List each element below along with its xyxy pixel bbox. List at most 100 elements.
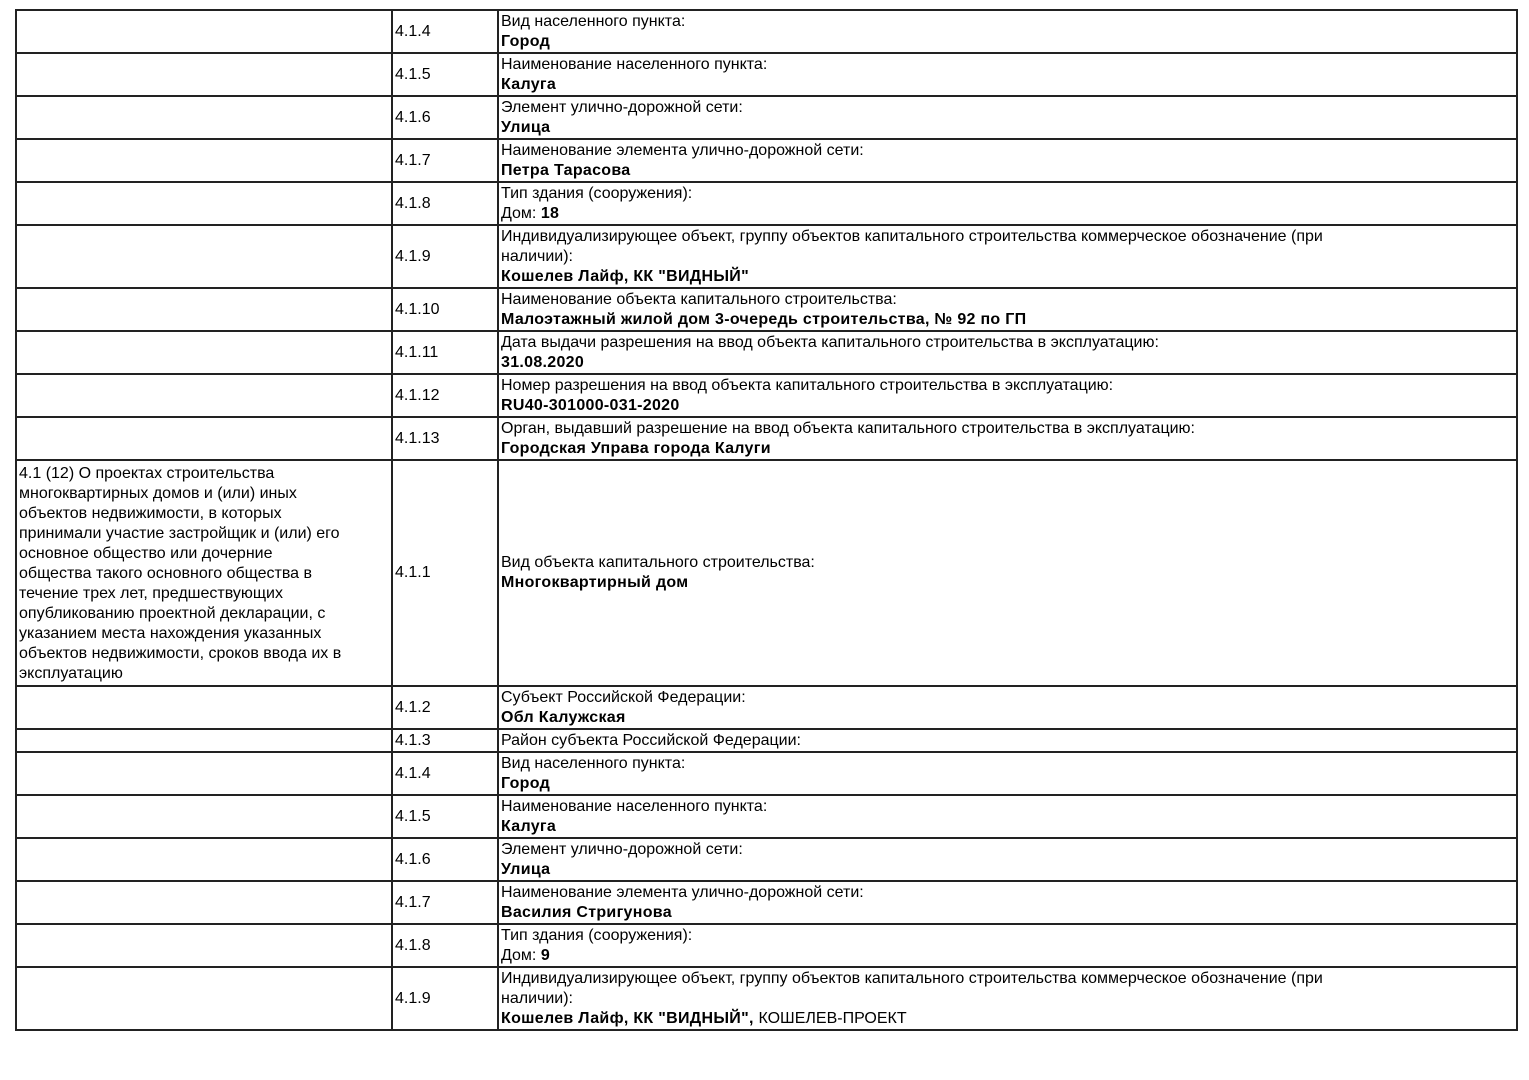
item-value-cell: Номер разрешения на ввод объекта капитал… <box>497 373 1518 418</box>
section-label-line: общества такого основного общества в <box>19 565 313 582</box>
field-label: Дом: <box>501 204 541 222</box>
field-label: наличии): <box>501 247 573 265</box>
field-value: Город <box>501 774 551 792</box>
field-value: Улица <box>501 860 551 878</box>
item-code: 4.1.13 <box>391 416 499 461</box>
value-line: Многоквартирный дом <box>501 573 1514 593</box>
field-label: Вид объекта капитального строительства: <box>501 554 815 571</box>
field-label: Элемент улично-дорожной сети: <box>501 98 743 116</box>
item-code: 4.1.7 <box>391 880 499 925</box>
value-line: Дом: 9 <box>501 946 1514 966</box>
item-value-cell: Вид объекта капитального строительства: М… <box>497 459 1518 687</box>
value-line: Улица <box>501 860 1514 880</box>
field-label: Наименование населенного пункта: <box>501 797 768 815</box>
table-row: 4.1.6 Элемент улично-дорожной сети: Улица <box>15 837 1518 882</box>
section-label-line: эксплуатацию <box>19 665 123 682</box>
field-label: Наименование элемента улично-дорожной се… <box>501 141 864 159</box>
field-value: Калуга <box>501 817 557 835</box>
item-code: 4.1.6 <box>391 837 499 882</box>
value-line: Василия Стригунова <box>501 903 1514 923</box>
section-label-cell <box>15 880 393 925</box>
section-label-cell <box>15 794 393 839</box>
field-value: Василия Стригунова <box>501 903 672 921</box>
item-code: 4.1.12 <box>391 373 499 418</box>
value-line: Улица <box>501 118 1514 138</box>
field-value: RU40-301000-031-2020 <box>501 396 680 414</box>
item-code: 4.1.6 <box>391 95 499 140</box>
value-line: Обл Калужская <box>501 708 1514 728</box>
section-label-line: опубликованию проектной декларации, с <box>19 605 326 622</box>
section-label-line: указанием места нахождения указанных <box>19 625 322 642</box>
section-label-line: многоквартирных домов и (или) иных <box>19 485 297 502</box>
table-row: 4.1.13 Орган, выдавший разрешение на ввод… <box>15 416 1518 461</box>
item-value-cell: Элемент улично-дорожной сети: Улица <box>497 837 1518 882</box>
section-label-cell <box>15 287 393 332</box>
field-value: Обл Калужская <box>501 708 626 726</box>
field-value: Калуга <box>501 75 557 93</box>
item-value-cell: Вид населенного пункта: Город <box>497 751 1518 796</box>
value-line: Наименование элемента улично-дорожной се… <box>501 883 1514 903</box>
item-value-cell: Субъект Российской Федерации: Обл Калужск… <box>497 685 1518 730</box>
table-row: 4.1.5 Наименование населенного пункта: Кал… <box>15 52 1518 97</box>
section-label-cell <box>15 181 393 226</box>
field-value: Улица <box>501 118 551 136</box>
section-label-cell <box>15 966 393 1031</box>
item-code: 4.1.3 <box>391 728 499 753</box>
table-row: 4.1.12 Номер разрешения на ввод объекта к… <box>15 373 1518 418</box>
value-line: Кошелев Лайф, КК "ВИДНЫЙ", КОШЕЛЕВ-ПРОЕК… <box>501 1009 1514 1029</box>
item-code: 4.1.5 <box>391 794 499 839</box>
value-line: Городская Управа города Калуги <box>501 439 1514 459</box>
section-label-line: основное общество или дочерние <box>19 545 273 562</box>
value-line: Наименование населенного пункта: <box>501 55 1514 75</box>
item-code: 4.1.8 <box>391 181 499 226</box>
section-label-line: 4.1 (12) О проектах строительства <box>19 465 275 482</box>
field-value: 9 <box>540 946 551 964</box>
value-line: Калуга <box>501 817 1514 837</box>
field-label: Индивидуализирующее объект, группу объек… <box>501 969 1323 987</box>
value-line: Элемент улично-дорожной сети: <box>501 98 1514 118</box>
item-code: 4.1.9 <box>391 224 499 289</box>
value-line: Вид населенного пункта: <box>501 12 1514 32</box>
value-line: Номер разрешения на ввод объекта капитал… <box>501 376 1514 396</box>
section-label-cell <box>15 52 393 97</box>
table-row: 4.1.9 Индивидуализирующее объект, группу … <box>15 966 1518 1031</box>
field-value: 31.08.2020 <box>501 353 585 371</box>
field-label: наличии): <box>501 989 573 1007</box>
section-label-cell <box>15 95 393 140</box>
value-line: Калуга <box>501 75 1514 95</box>
section-label-cell <box>15 751 393 796</box>
field-label: Субъект Российской Федерации: <box>501 688 746 706</box>
item-code: 4.1.10 <box>391 287 499 332</box>
section-label-cell: 4.1 (12) О проектах строительства многокв… <box>15 459 393 687</box>
value-line: наличии): <box>501 247 1514 267</box>
value-line: 31.08.2020 <box>501 353 1514 373</box>
item-code: 4.1.11 <box>391 330 499 375</box>
item-value-cell: Элемент улично-дорожной сети: Улица <box>497 95 1518 140</box>
item-value-cell: Индивидуализирующее объект, группу объек… <box>497 966 1518 1031</box>
table-row: 4.1 (12) О проектах строительства многокв… <box>15 459 1518 687</box>
field-label: Индивидуализирующее объект, группу объек… <box>501 227 1323 245</box>
item-value-cell: Наименование элемента улично-дорожной се… <box>497 880 1518 925</box>
field-value: Городская Управа города Калуги <box>501 439 771 457</box>
field-label: Наименование населенного пункта: <box>501 55 768 73</box>
value-line: RU40-301000-031-2020 <box>501 396 1514 416</box>
field-value: Малоэтажный жилой дом 3-очередь строител… <box>501 310 1027 328</box>
item-code: 4.1.9 <box>391 966 499 1031</box>
table-row: 4.1.8 Тип здания (сооружения): Дом: 18 <box>15 181 1518 226</box>
section-label-cell <box>15 923 393 968</box>
field-label: Номер разрешения на ввод объекта капитал… <box>501 376 1114 394</box>
field-value: Петра Тарасова <box>501 161 631 179</box>
field-value: Кошелев Лайф, КК "ВИДНЫЙ", <box>501 1009 759 1027</box>
field-label: Тип здания (сооружения): <box>501 184 693 202</box>
value-line: Петра Тарасова <box>501 161 1514 181</box>
table-row: 4.1.2 Субъект Российской Федерации: Обл Ка… <box>15 685 1518 730</box>
item-code: 4.1.4 <box>391 751 499 796</box>
value-line: Вид населенного пункта: <box>501 754 1514 774</box>
section-label-line: объектов недвижимости, сроков ввода их в <box>19 645 342 662</box>
section-label-line: принимали участие застройщик и (или) его <box>19 525 340 542</box>
table-row: 4.1.4 Вид населенного пункта: Город <box>15 751 1518 796</box>
value-line: Индивидуализирующее объект, группу объек… <box>501 227 1514 247</box>
value-line: Район субъекта Российской Федерации: <box>501 731 1514 751</box>
item-code: 4.1.8 <box>391 923 499 968</box>
field-label: Вид населенного пункта: <box>501 12 686 30</box>
